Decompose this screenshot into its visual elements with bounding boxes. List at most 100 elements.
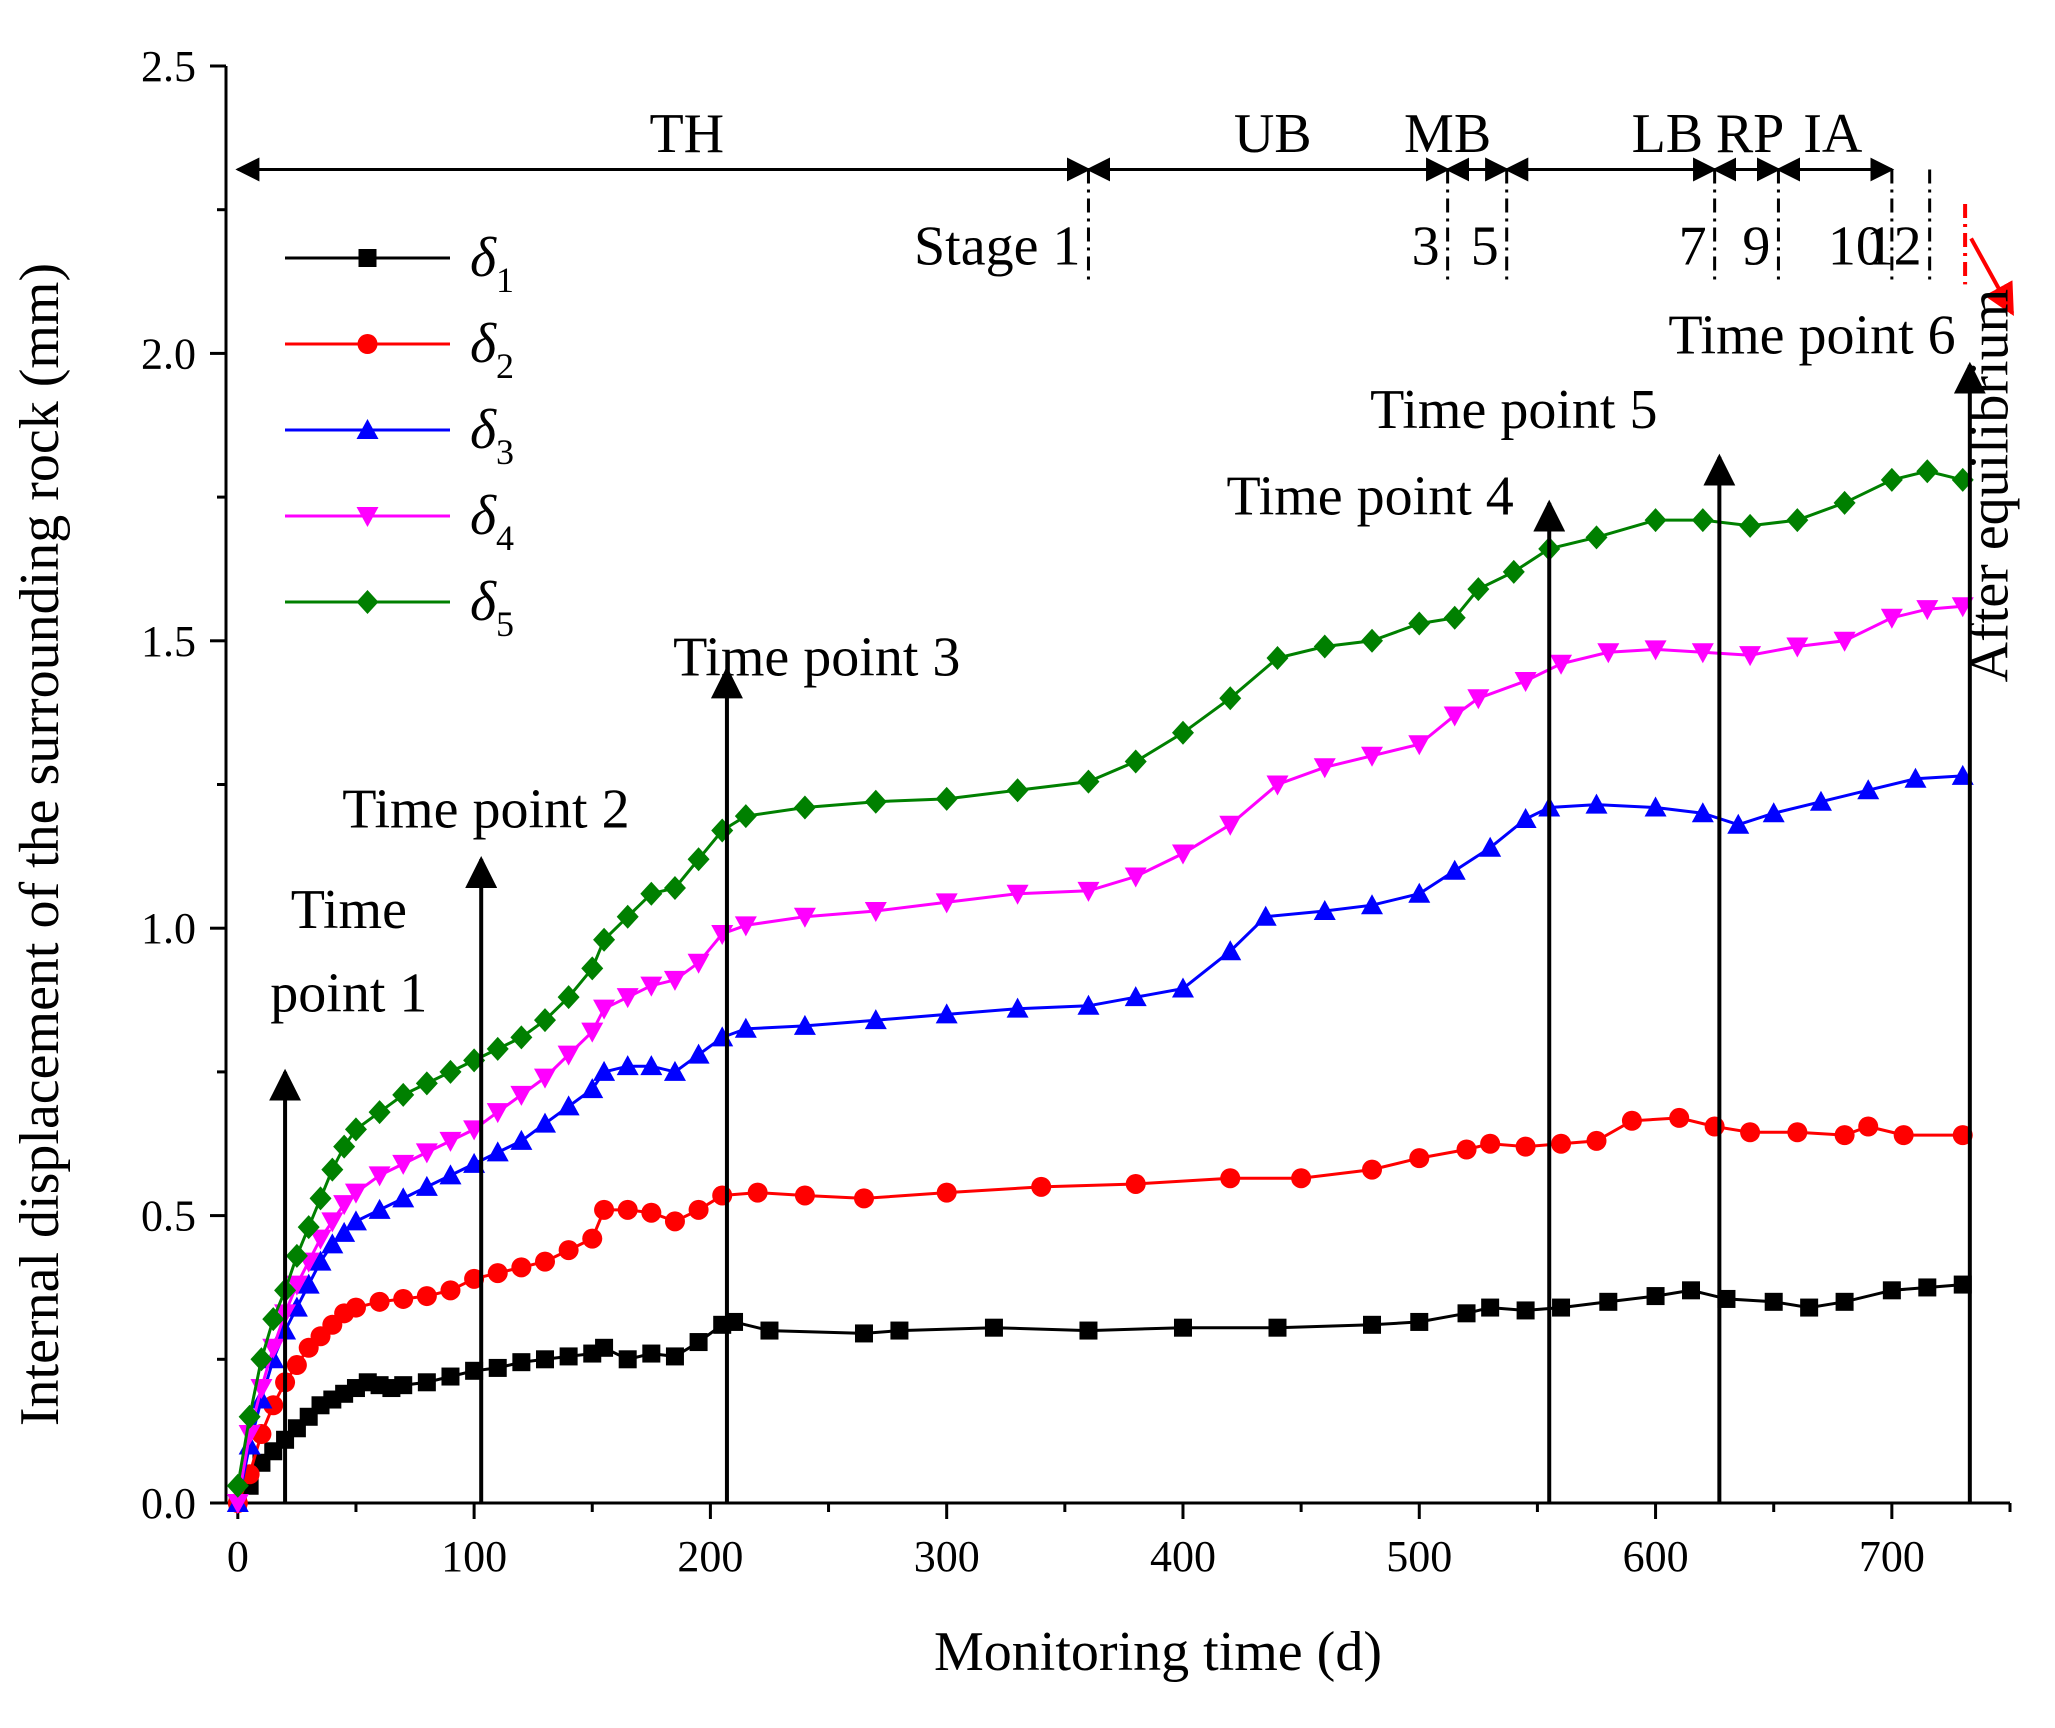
x-tick-label: 400 <box>1150 1532 1216 1581</box>
data-point <box>642 1344 661 1363</box>
data-point <box>321 1212 344 1233</box>
data-point <box>1219 815 1242 836</box>
y-tick-label: 1.5 <box>141 617 196 666</box>
data-point <box>344 1117 367 1142</box>
data-point <box>663 1060 686 1081</box>
data-point <box>712 1185 733 1206</box>
data-point <box>594 1199 615 1220</box>
data-point <box>1691 802 1714 823</box>
data-point <box>487 1263 508 1284</box>
data-point <box>510 1129 533 1150</box>
data-point <box>1219 940 1242 961</box>
data-point <box>890 1321 909 1340</box>
y-tick-label: 2.5 <box>141 42 196 91</box>
data-point <box>1313 899 1336 920</box>
data-point <box>1704 1116 1725 1137</box>
data-point <box>935 786 958 811</box>
data-point <box>368 1198 391 1219</box>
data-point <box>593 927 616 952</box>
data-point <box>616 1055 639 1076</box>
data-point <box>415 1175 438 1196</box>
legend-label-symbol: δ <box>470 485 497 547</box>
data-point <box>1691 643 1714 664</box>
data-point <box>1079 1321 1098 1340</box>
data-point <box>333 1195 356 1216</box>
data-point <box>439 1131 462 1152</box>
stage-label: 9 <box>1742 215 1770 277</box>
data-point <box>333 1221 356 1242</box>
data-point <box>415 1071 438 1096</box>
data-point <box>1254 905 1277 926</box>
data-point <box>392 1082 415 1107</box>
data-point <box>1363 1315 1382 1334</box>
data-point <box>1550 654 1573 675</box>
data-point <box>486 1036 509 1061</box>
data-point <box>1467 577 1490 602</box>
stage-label: 10 <box>1828 215 1884 277</box>
data-point <box>1006 884 1029 905</box>
series-5 <box>226 459 1974 1498</box>
data-point <box>1727 813 1750 834</box>
data-point <box>262 1307 285 1332</box>
stage-label: 12 <box>1866 215 1922 277</box>
legend-item: δ1 <box>285 227 514 300</box>
data-point <box>1467 689 1490 710</box>
legend-marker <box>358 249 377 267</box>
data-point <box>935 893 958 914</box>
time-point-label: point 1 <box>270 963 427 1025</box>
data-point <box>1740 1122 1761 1143</box>
legend-item: δ2 <box>285 313 514 386</box>
data-point <box>534 1251 555 1272</box>
data-point <box>1220 1168 1241 1189</box>
data-point <box>1858 1116 1879 1137</box>
data-point <box>344 1210 367 1231</box>
data-point <box>368 1166 391 1187</box>
data-point <box>1786 637 1809 658</box>
data-point <box>1880 608 1903 629</box>
data-point <box>747 1182 768 1203</box>
data-point <box>595 1338 614 1357</box>
series-layer <box>226 459 1974 1514</box>
data-point <box>1644 640 1667 661</box>
legend-item: δ5 <box>285 571 514 644</box>
data-point <box>688 1199 709 1220</box>
data-point <box>1266 646 1289 671</box>
data-point <box>285 1243 308 1268</box>
data-point <box>559 1347 578 1366</box>
data-point <box>793 1014 816 1035</box>
x-tick-label: 700 <box>1859 1532 1925 1581</box>
data-point <box>760 1321 779 1340</box>
data-point <box>486 1141 509 1162</box>
data-point <box>557 985 580 1010</box>
data-point <box>345 1297 366 1318</box>
legend-label: δ1 <box>470 227 514 300</box>
series-line <box>236 1116 1963 1504</box>
data-point <box>1361 894 1384 915</box>
data-point <box>510 1025 533 1050</box>
x-axis-title: Monitoring time (d) <box>934 1621 1382 1683</box>
data-point <box>416 1286 437 1307</box>
data-point <box>853 1188 874 1209</box>
data-point <box>935 1003 958 1024</box>
legend-label-symbol: δ <box>470 571 497 633</box>
stage-label: Stage 1 <box>914 215 1080 277</box>
data-point <box>392 1154 415 1175</box>
data-point <box>1031 1176 1052 1197</box>
data-point <box>1408 882 1431 903</box>
equilibrium-arrow <box>1969 237 2015 316</box>
y-axis-title: Internal displacement of the surrounding… <box>9 263 71 1426</box>
data-point <box>439 1164 462 1185</box>
time-point-label: Time point 6 <box>1668 304 1955 366</box>
data-point <box>286 1355 307 1376</box>
data-point <box>734 1017 757 1038</box>
data-point <box>864 901 887 922</box>
data-point <box>440 1280 461 1301</box>
data-point <box>1764 1292 1783 1311</box>
data-point <box>1644 796 1667 817</box>
data-point <box>663 970 686 991</box>
series-line <box>236 774 1963 1504</box>
data-point <box>1006 778 1029 803</box>
data-point <box>1268 1318 1287 1337</box>
data-point <box>1124 867 1147 888</box>
